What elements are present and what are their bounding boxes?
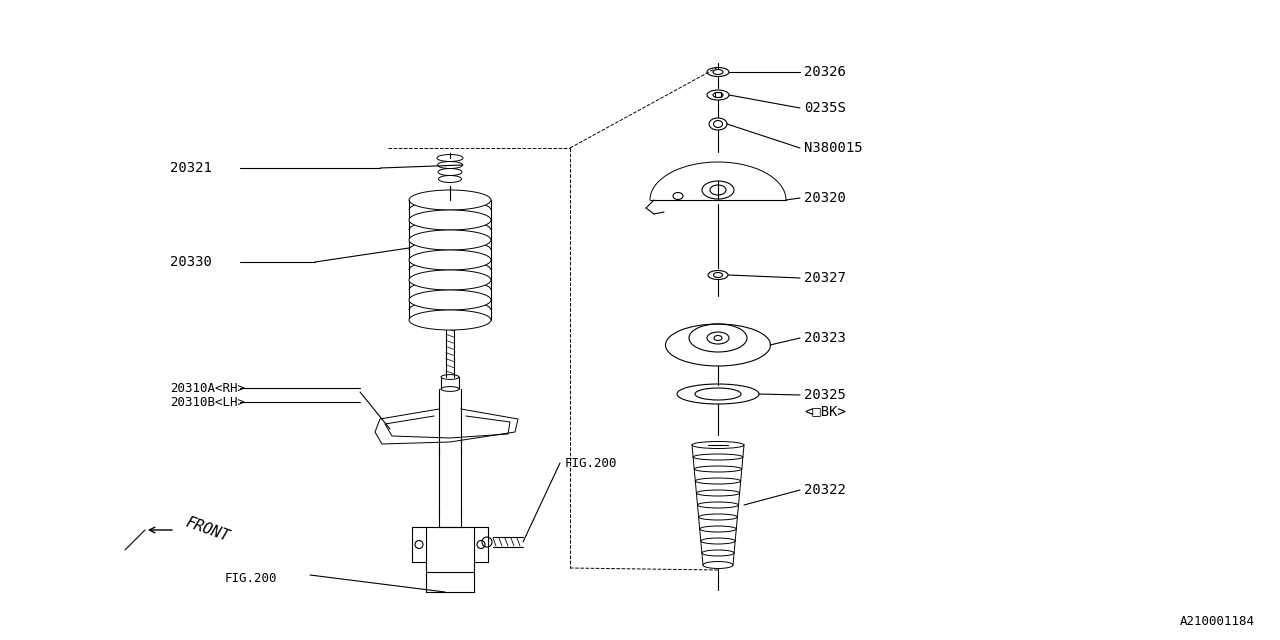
- Ellipse shape: [410, 210, 492, 230]
- Ellipse shape: [410, 250, 492, 270]
- Text: FRONT: FRONT: [183, 515, 230, 545]
- Text: 20322: 20322: [804, 483, 846, 497]
- Text: <□BK>: <□BK>: [804, 404, 846, 418]
- Ellipse shape: [410, 310, 492, 330]
- Ellipse shape: [410, 230, 492, 250]
- Text: 20325: 20325: [804, 388, 846, 402]
- Text: 20310B<LH>: 20310B<LH>: [170, 396, 244, 408]
- Text: 20320: 20320: [804, 191, 846, 205]
- Ellipse shape: [410, 270, 492, 290]
- Text: 20323: 20323: [804, 331, 846, 345]
- Ellipse shape: [410, 290, 492, 310]
- Text: 0235S: 0235S: [804, 101, 846, 115]
- Text: FIG.200: FIG.200: [225, 572, 278, 584]
- Text: A210001184: A210001184: [1180, 615, 1254, 628]
- Text: 20310A<RH>: 20310A<RH>: [170, 381, 244, 394]
- Bar: [716, 92, 721, 97]
- Ellipse shape: [410, 190, 492, 210]
- Text: 20327: 20327: [804, 271, 846, 285]
- Text: N380015: N380015: [804, 141, 863, 155]
- Text: 20330: 20330: [170, 255, 212, 269]
- Text: 20326: 20326: [804, 65, 846, 79]
- Text: FIG.200: FIG.200: [564, 456, 617, 470]
- Text: 20321: 20321: [170, 161, 212, 175]
